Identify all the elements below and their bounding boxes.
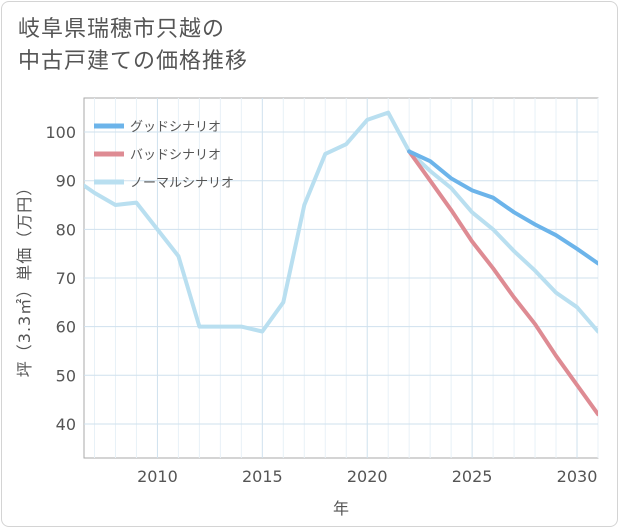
legend-label-1: グッドシナリオ	[130, 120, 221, 135]
x-tick-label: 2020	[347, 467, 388, 486]
tick-labels: 40 50 60 70 80 90 100 2010 2015 2020 2025 2030	[45, 123, 597, 486]
x-tick-label: 2025	[452, 467, 493, 486]
legend-label-2: バッドシナリオ	[130, 148, 221, 163]
legend-label-3: ノーマルシナリオ	[130, 176, 234, 191]
x-tick-label: 2010	[137, 467, 178, 486]
x-axis-title: 年	[333, 499, 349, 518]
x-tick-label: 2030	[557, 467, 598, 486]
chart-title-line-2: 中古戸建ての価格推移	[18, 49, 249, 74]
y-tick-label: 100	[45, 123, 76, 142]
y-tick-label: 70	[56, 269, 76, 288]
x-tick-label: 2015	[242, 467, 283, 486]
series-line-1	[407, 149, 598, 266]
y-tick-label: 90	[56, 172, 76, 191]
y-axis-title: 坪（3.3㎡）単価（万円）	[15, 179, 34, 377]
series-line-3	[84, 110, 598, 334]
series-line-2	[407, 149, 598, 417]
series-lines	[84, 110, 598, 417]
chart-title-line-1: 岐阜県瑞穂市只越の	[18, 17, 226, 42]
y-tick-label: 50	[56, 366, 76, 385]
y-tick-label: 40	[56, 415, 76, 434]
y-tick-label: 80	[56, 220, 76, 239]
grid-lines	[84, 98, 599, 458]
y-tick-label: 60	[56, 318, 76, 337]
chart-title: 岐阜県瑞穂市只越の 中古戸建ての価格推移	[18, 14, 248, 78]
